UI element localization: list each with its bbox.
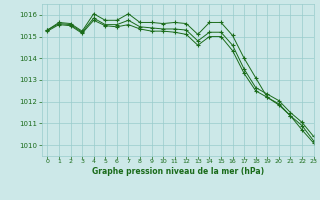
X-axis label: Graphe pression niveau de la mer (hPa): Graphe pression niveau de la mer (hPa) bbox=[92, 167, 264, 176]
